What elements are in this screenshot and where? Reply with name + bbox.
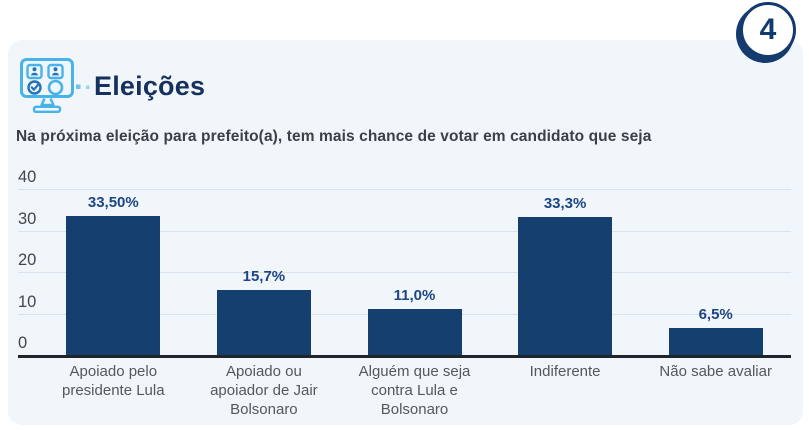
bar-value-label: 33,3% [543,194,587,212]
bar [66,215,161,355]
bar-value-label: 6,5% [698,306,733,324]
bar [367,309,462,355]
category-label: Não sabe avaliar [659,363,772,380]
y-axis-tick-label: 30 [18,209,37,228]
bar-value-label: 33,50% [87,193,139,211]
y-axis-tick-label: 20 [18,251,37,269]
page-title: Eleições [94,71,206,101]
content-card: Eleições Na próxima eleição para prefeit… [8,40,803,425]
category-label: Alguém que seja contra Lula e Bolsonaro [358,363,471,419]
page-number: 4 [759,13,777,46]
survey-question: Na próxima eleição para prefeito(a), tem… [16,128,652,145]
gridline [18,230,791,232]
bar-chart: 0 10 20 30 40 33,50% Apoiado pelo presidente L… [8,40,803,425]
y-axis-tick-label: 10 [18,292,37,311]
y-axis-tick-label: 0 [18,334,28,352]
bar [668,328,763,355]
bar-value-label: 15,7% [242,267,286,285]
category-label: Apoiado pelo presidente Lula [62,363,165,400]
page-number-badge: 4 [740,2,796,58]
x-axis-line [18,355,791,358]
gridline [18,272,791,273]
category-label: Apoiado ou apoiador de Jair Bolsonaro [210,363,318,419]
bar [518,216,613,355]
bar-value-label: 11,0% [393,287,436,305]
ballot-machine-icon [20,58,92,116]
bar [216,289,311,355]
category-label: Indiferente [529,363,601,380]
gridline [18,189,791,190]
y-axis-tick-label: 40 [18,168,37,186]
